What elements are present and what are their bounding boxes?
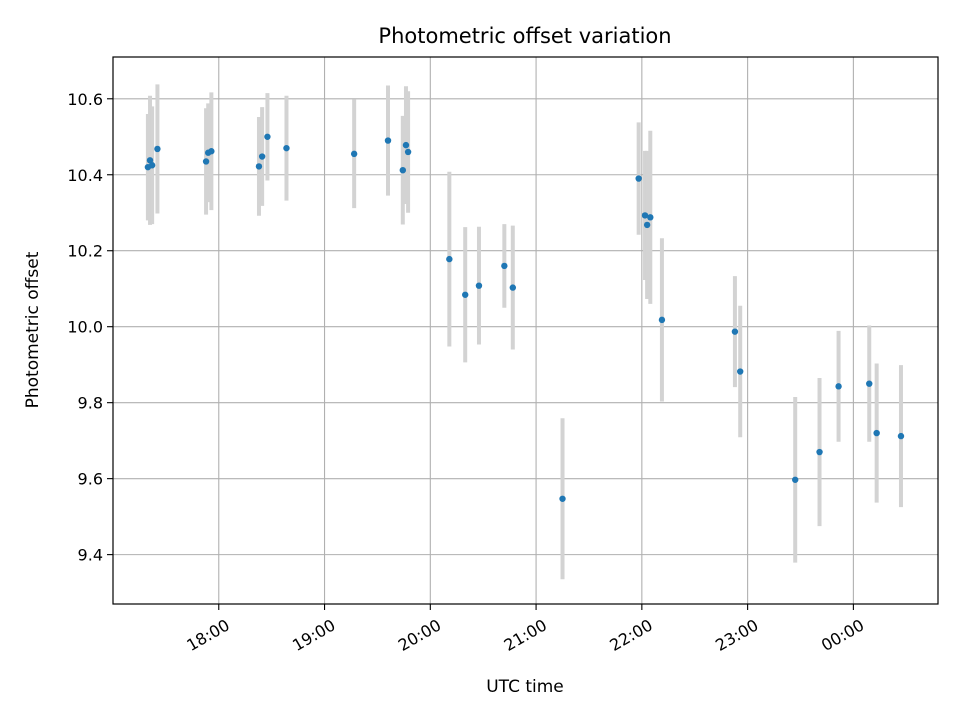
data-point <box>202 158 210 165</box>
data-point <box>635 175 642 182</box>
y-tick-label: 9.6 <box>78 470 103 489</box>
data-point <box>641 212 649 219</box>
y-axis-ticks: 9.4 9.6 9.8 10.0 10.2 10.4 10.6 <box>67 90 113 565</box>
data-point <box>146 157 154 164</box>
data-point <box>731 328 739 335</box>
x-axis-label: UTC time <box>486 677 564 697</box>
y-tick-label: 10.4 <box>67 166 103 185</box>
y-tick-label: 9.4 <box>78 546 103 565</box>
data-point <box>255 163 263 170</box>
grid-lines <box>113 57 938 604</box>
y-tick-label: 10.2 <box>67 242 103 261</box>
chart-title: Photometric offset variation <box>378 24 671 48</box>
data-point <box>559 495 566 502</box>
y-tick-label: 10.0 <box>67 318 103 337</box>
data-point <box>258 153 266 160</box>
y-tick-label: 9.8 <box>78 394 103 413</box>
data-point <box>350 150 358 158</box>
data-point <box>866 380 873 387</box>
data-point <box>835 383 842 390</box>
data-point <box>148 162 156 169</box>
data-point <box>897 432 905 440</box>
data-point <box>384 137 392 144</box>
data-point <box>399 166 407 174</box>
data-point <box>501 262 508 270</box>
data-point <box>475 282 483 289</box>
y-tick-label: 10.6 <box>67 90 103 109</box>
data-point <box>462 291 469 298</box>
data-point <box>509 284 517 291</box>
data-point <box>402 141 410 149</box>
data-point <box>264 133 271 140</box>
data-point <box>873 429 880 437</box>
data-point <box>404 148 412 156</box>
data-point <box>446 255 453 263</box>
data-point <box>737 368 744 375</box>
plot-frame <box>112 56 939 605</box>
data-point <box>208 148 215 155</box>
data-point <box>792 476 799 483</box>
data-points <box>144 133 905 502</box>
data-point <box>643 221 651 229</box>
y-axis-label: Photometric offset <box>23 251 43 408</box>
data-point <box>283 144 290 152</box>
data-point <box>816 448 823 456</box>
data-point <box>154 145 161 153</box>
data-point <box>658 316 666 324</box>
data-point <box>647 214 654 221</box>
